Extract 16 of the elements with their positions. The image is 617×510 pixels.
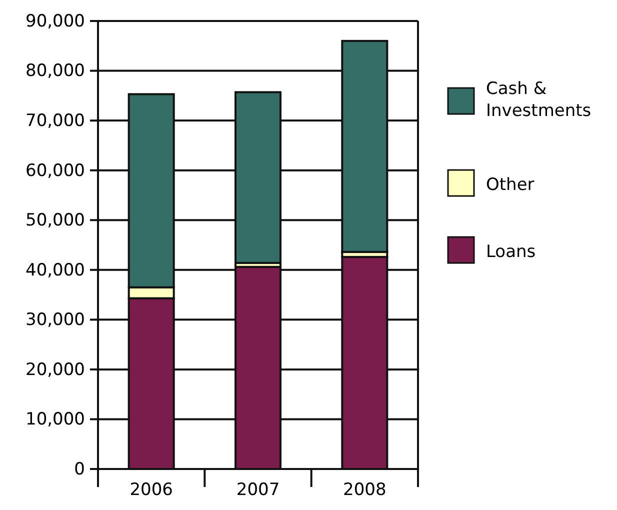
legend-label: Cash & Investments: [486, 79, 592, 121]
y-tick-label: 0: [74, 459, 85, 480]
y-tick-label: 70,000: [26, 110, 85, 131]
x-tick-label: 2007: [236, 480, 280, 500]
y-tick-label: 90,000: [26, 11, 85, 32]
x-tick-label: 2008: [343, 480, 386, 500]
y-tick-label: 80,000: [26, 61, 85, 82]
y-tick-label: 10,000: [26, 410, 85, 430]
y-tick-label: 20,000: [26, 360, 85, 380]
x-tick-label: 2006: [130, 480, 173, 500]
y-tick-label: 30,000: [26, 310, 85, 330]
legend-label: Other: [486, 175, 534, 195]
legend-label: Loans: [486, 242, 536, 262]
y-tick-label: 40,000: [26, 260, 85, 280]
y-tick-label: 50,000: [26, 210, 85, 231]
y-tick-label: 60,000: [26, 160, 85, 181]
